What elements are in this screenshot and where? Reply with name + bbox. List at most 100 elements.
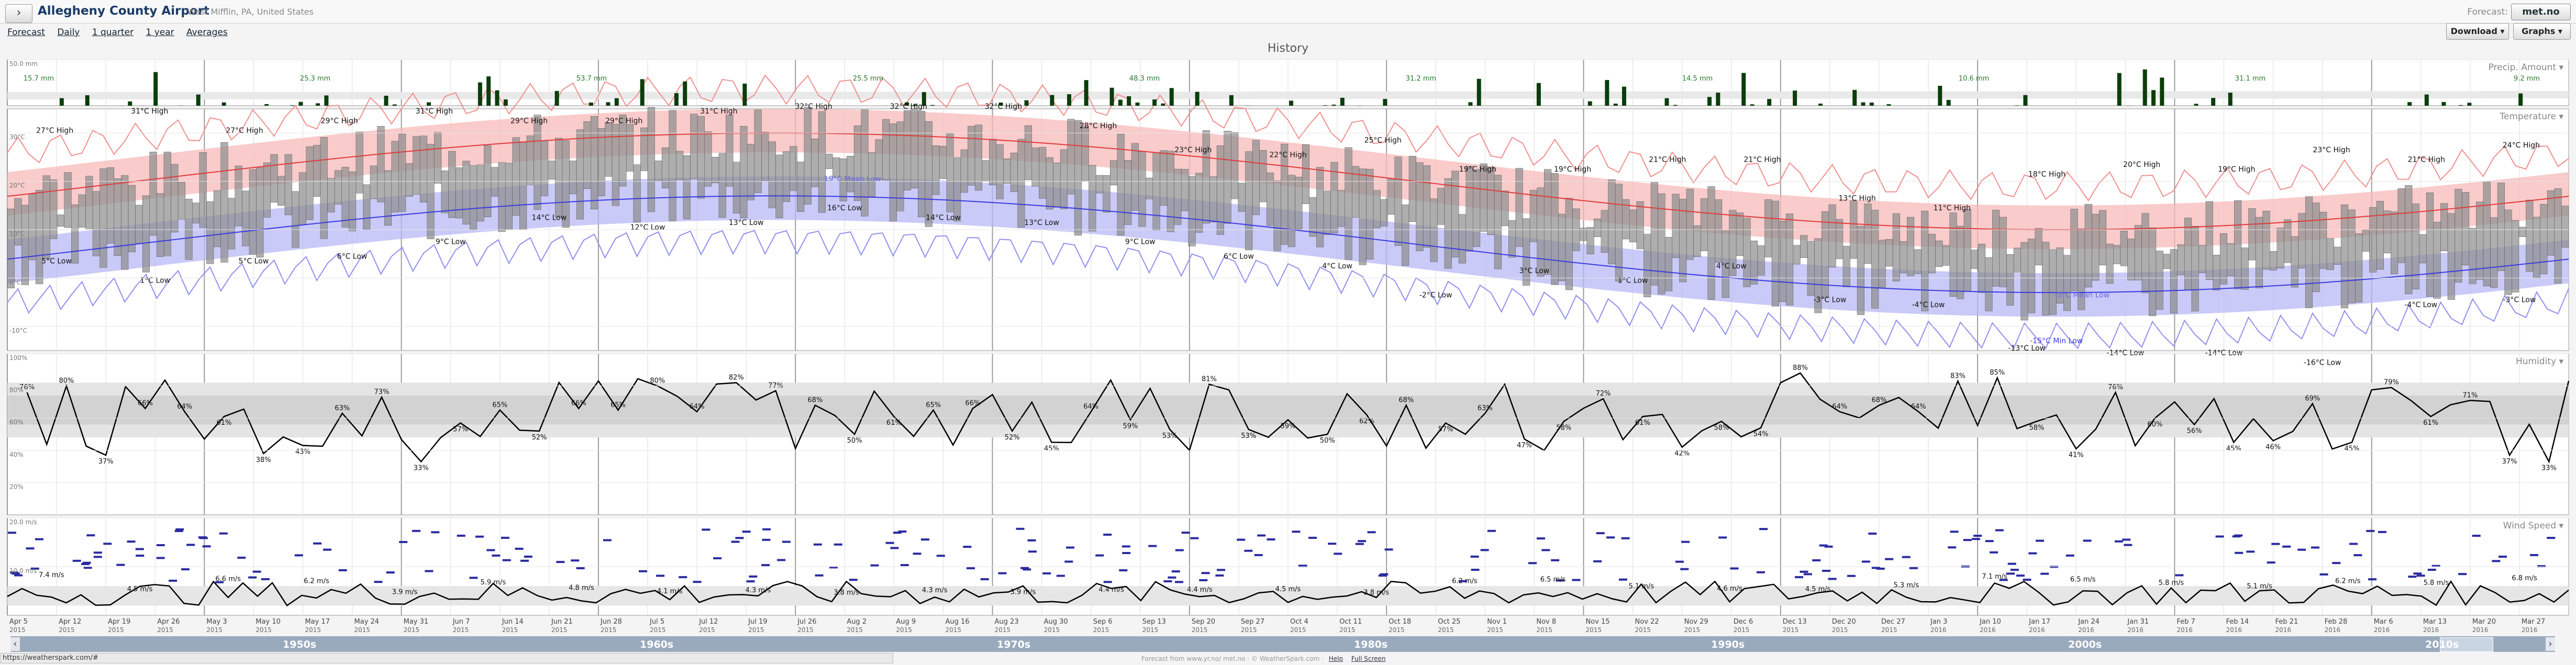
temp-daily-bar xyxy=(1928,234,1936,274)
temp-daily-bar xyxy=(1971,250,1979,269)
y-tick-label: 80% xyxy=(9,387,24,394)
humidity-label: 64% xyxy=(1832,403,1847,411)
timeline-right-arrow[interactable]: › xyxy=(2546,637,2555,651)
wind-gust-mark xyxy=(2319,573,2328,576)
wind-gust-mark xyxy=(425,570,434,572)
x-year-label: 2015 xyxy=(1290,626,1306,634)
temp-daily-bar xyxy=(1629,209,1637,243)
precip-annotation: 31.2 mm xyxy=(1406,75,1436,83)
temp-daily-bar xyxy=(732,162,740,213)
temp-daily-bar xyxy=(1408,156,1416,222)
temp-daily-bar xyxy=(462,161,470,225)
timeline-decade-label[interactable]: 2010s xyxy=(2425,639,2459,650)
nav-forecast[interactable]: Forecast xyxy=(7,27,45,38)
history-chart[interactable]: Precip. Amount ▾ Temperature ▾ Humidity ▾ W… xyxy=(0,57,2576,635)
temp-daily-bar xyxy=(448,151,456,218)
download-button[interactable]: Download ▾ xyxy=(2446,23,2509,40)
precip-bar xyxy=(2117,73,2122,106)
temp-daily-bar xyxy=(356,131,363,194)
x-year-label: 2015 xyxy=(1832,626,1848,634)
temp-daily-bar xyxy=(1700,198,1708,251)
x-date-label: Jan 10 xyxy=(1979,618,2001,626)
precip-bar xyxy=(921,92,926,106)
forecast-source-button[interactable]: met.no xyxy=(2511,4,2571,20)
temp-daily-bar xyxy=(228,198,236,250)
timeline-bar[interactable] xyxy=(10,636,2555,652)
temp-daily-bar xyxy=(804,107,812,205)
precip-bar xyxy=(1135,102,1140,106)
wind-gust-mark xyxy=(2016,574,2025,577)
wind-label: 6.5 m/s xyxy=(2070,576,2096,584)
timeline-decade-label[interactable]: 2000s xyxy=(2068,639,2102,650)
wind-gust-mark xyxy=(219,532,228,535)
temp-daily-bar xyxy=(989,139,997,185)
wind-gust-mark xyxy=(1948,546,1957,549)
timeline-decade-label[interactable]: 1970s xyxy=(997,639,1031,650)
temp-daily-bar xyxy=(2177,244,2185,275)
wind-gust-mark xyxy=(2332,562,2341,565)
wind-gust-mark xyxy=(603,539,612,542)
timeline-window[interactable] xyxy=(2440,637,2493,652)
temp-daily-bar xyxy=(2127,239,2135,280)
top-bar: › Allegheny County Airport West Mifflin,… xyxy=(0,0,2576,24)
x-year-label: 2016 xyxy=(2522,626,2538,634)
sidebar-toggle-button[interactable]: › xyxy=(5,4,32,23)
temp-daily-bar xyxy=(1181,169,1189,211)
wind-gust-mark xyxy=(261,578,270,580)
graphs-button[interactable]: Graphs ▾ xyxy=(2513,23,2571,40)
temp-daily-bar xyxy=(50,179,58,239)
nav-averages[interactable]: Averages xyxy=(186,27,228,38)
precip-bar xyxy=(1664,98,1669,106)
wind-gust-mark xyxy=(1596,532,1605,535)
wind-label: 5.9 m/s xyxy=(480,579,506,587)
help-link[interactable]: Help xyxy=(1328,655,1343,662)
precip-bar xyxy=(1587,101,1592,106)
temperature-panel-title[interactable]: Temperature ▾ xyxy=(2499,111,2563,122)
wind-gust-mark xyxy=(72,559,81,562)
temp-daily-bar xyxy=(498,162,506,232)
temp-daily-bar xyxy=(1345,147,1352,260)
timeline-decade-label[interactable]: 1990s xyxy=(1711,639,1745,650)
wind-gust-mark xyxy=(1308,536,1317,539)
x-date-label: Aug 23 xyxy=(995,618,1019,626)
wind-gust-mark xyxy=(198,536,207,539)
wind-gust-mark xyxy=(1909,567,1918,569)
humidity-label: 73% xyxy=(374,388,390,396)
nav-1-quarter[interactable]: 1 quarter xyxy=(92,27,134,38)
temp-low-label: 14°C Low xyxy=(532,214,567,222)
temp-daily-bar xyxy=(797,162,805,212)
y-tick-label: 20% xyxy=(9,483,24,490)
nav-1-year[interactable]: 1 year xyxy=(146,27,174,38)
humidity-panel-title[interactable]: Humidity ▾ xyxy=(2516,356,2563,367)
wind-panel-title[interactable]: Wind Speed ▾ xyxy=(2503,521,2564,531)
temp-daily-bar xyxy=(36,190,43,284)
humidity-label: 33% xyxy=(414,464,429,472)
wind-gust-mark xyxy=(186,544,195,546)
y-tick-label: 40% xyxy=(9,451,24,458)
x-date-label: Mar 6 xyxy=(2374,618,2393,626)
timeline-decade-label[interactable]: 1980s xyxy=(1354,639,1388,650)
temp-daily-bar xyxy=(1565,198,1573,290)
full-screen-link[interactable]: Full Screen xyxy=(1351,655,1386,662)
temp-daily-bar xyxy=(1380,199,1388,227)
wind-gust-mark xyxy=(202,545,211,548)
temp-daily-bar xyxy=(1095,175,1103,194)
precip-panel-title[interactable]: Precip. Amount ▾ xyxy=(2489,62,2564,73)
timeline-left-arrow[interactable]: ‹ xyxy=(10,637,20,651)
wind-gust-mark xyxy=(156,544,165,546)
wind-gust-mark xyxy=(1861,560,1870,563)
temp-low-label: -16°C Low xyxy=(2304,359,2341,367)
temp-daily-bar xyxy=(2326,238,2334,270)
humidity-label: 57% xyxy=(1438,425,1453,433)
temp-daily-bar xyxy=(1693,225,1701,257)
precip-bar xyxy=(153,72,158,106)
wind-gust-mark xyxy=(1355,543,1364,545)
humidity-label: 37% xyxy=(2502,458,2517,466)
timeline-decade-label[interactable]: 1950s xyxy=(283,639,317,650)
humidity-label: 58% xyxy=(2029,424,2045,432)
temp-daily-bar xyxy=(263,162,271,218)
nav-daily[interactable]: Daily xyxy=(57,27,80,38)
precip-bar xyxy=(85,95,90,106)
timeline-decade-label[interactable]: 1960s xyxy=(640,639,674,650)
temp-low-label: 6°C Low xyxy=(337,252,368,261)
